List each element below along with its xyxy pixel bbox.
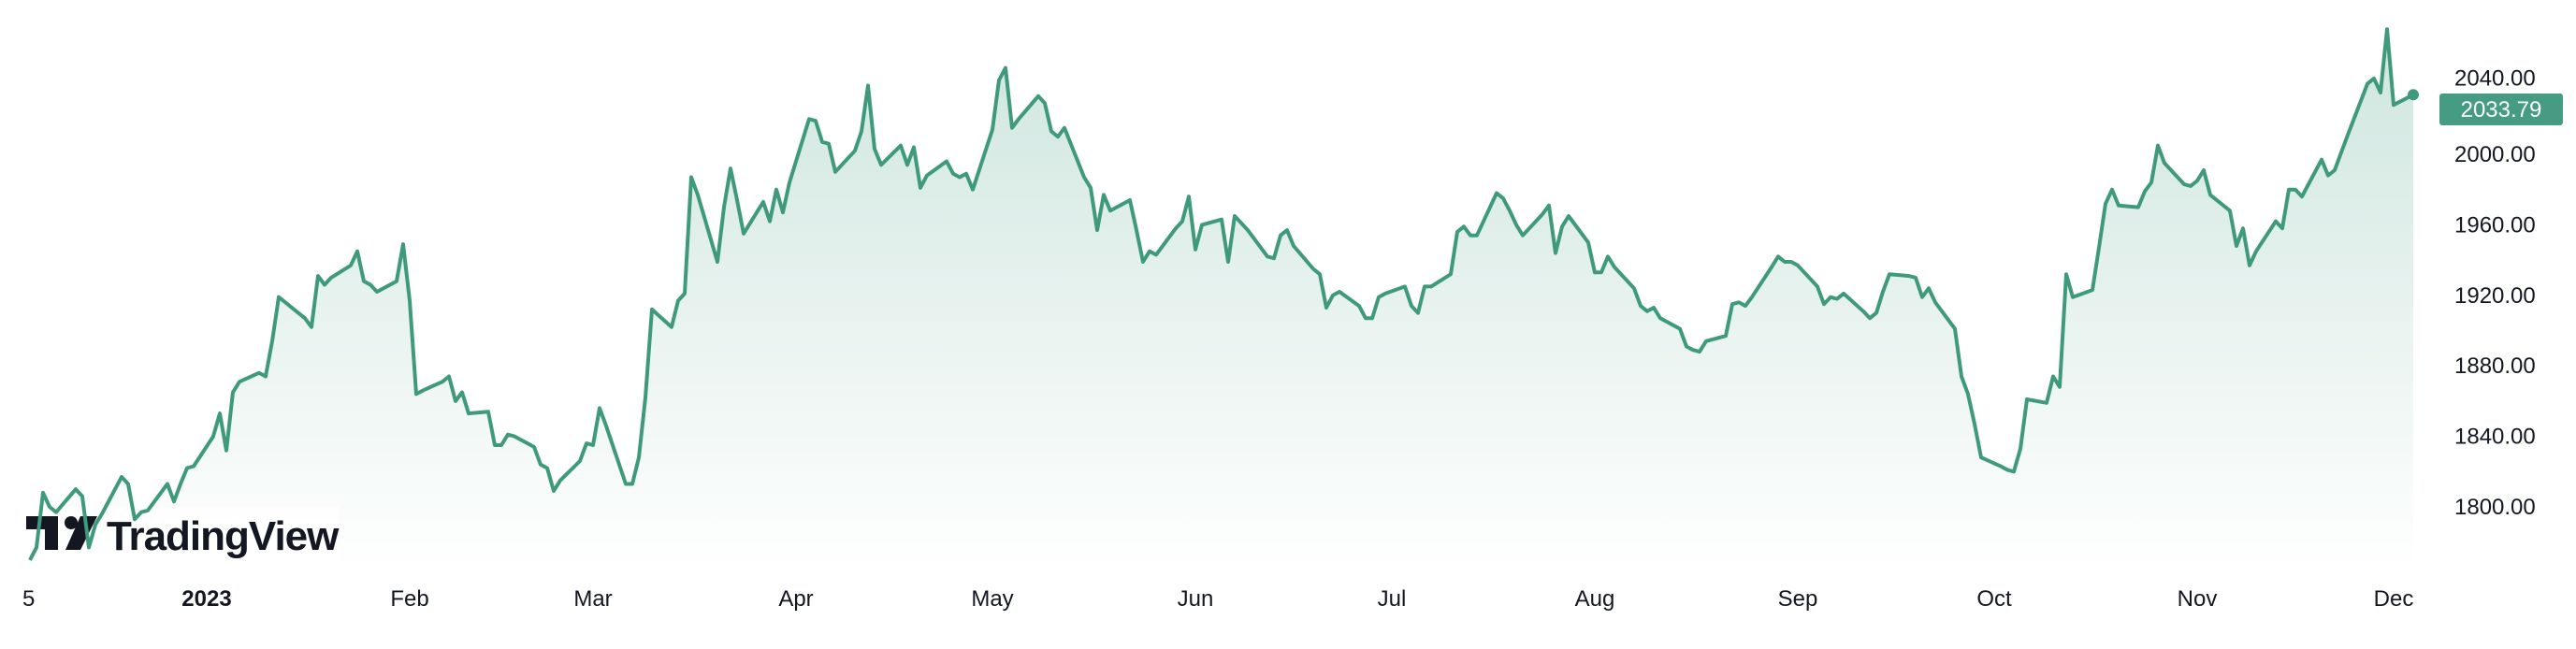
y-tick-label: 1840.00 xyxy=(2454,425,2536,450)
x-axis[interactable]: 5 2023 Feb Mar Apr May Jun Jul Aug Sep Oct Nov Dec xyxy=(22,586,2413,612)
x-tick-label: Aug xyxy=(1575,586,1615,612)
last-price-badge xyxy=(2439,94,2563,125)
x-tick-label: Sep xyxy=(1778,586,1818,612)
tradingview-logo-icon xyxy=(26,516,97,550)
last-price-label: 2033.79 xyxy=(2439,94,2563,125)
tradingview-logo: TradingView xyxy=(21,507,340,565)
x-tick-label: Oct xyxy=(1976,586,2012,612)
x-tick-label: Dec xyxy=(2374,586,2414,612)
y-tick-label: 2000.00 xyxy=(2454,142,2536,167)
x-tick-label: Nov xyxy=(2178,586,2218,612)
y-tick-label: 1960.00 xyxy=(2454,212,2536,238)
y-tick-label: 1800.00 xyxy=(2454,495,2536,520)
tradingview-logo-text: TradingView xyxy=(107,513,340,559)
last-price-value: 2033.79 xyxy=(2461,97,2542,123)
x-tick-label: 5 xyxy=(22,586,35,612)
area-fill xyxy=(30,29,2413,570)
y-axis[interactable]: 1800.00 1840.00 1880.00 1920.00 1960.00 2000.… xyxy=(2454,66,2536,520)
x-tick-label: Jun xyxy=(1178,586,1214,612)
y-tick-label: 2040.00 xyxy=(2454,66,2536,92)
last-price-dot xyxy=(2408,89,2419,101)
y-tick-label: 1920.00 xyxy=(2454,283,2536,309)
x-tick-label: Apr xyxy=(778,586,813,612)
x-tick-label: Jul xyxy=(1378,586,1407,612)
price-line xyxy=(28,27,2414,561)
y-tick-label: 1880.00 xyxy=(2454,353,2536,379)
x-tick-label: Mar xyxy=(573,586,612,612)
x-tick-label: Feb xyxy=(390,586,428,612)
x-tick-label: May xyxy=(971,586,1013,612)
x-tick-label: 2023 xyxy=(181,586,231,612)
